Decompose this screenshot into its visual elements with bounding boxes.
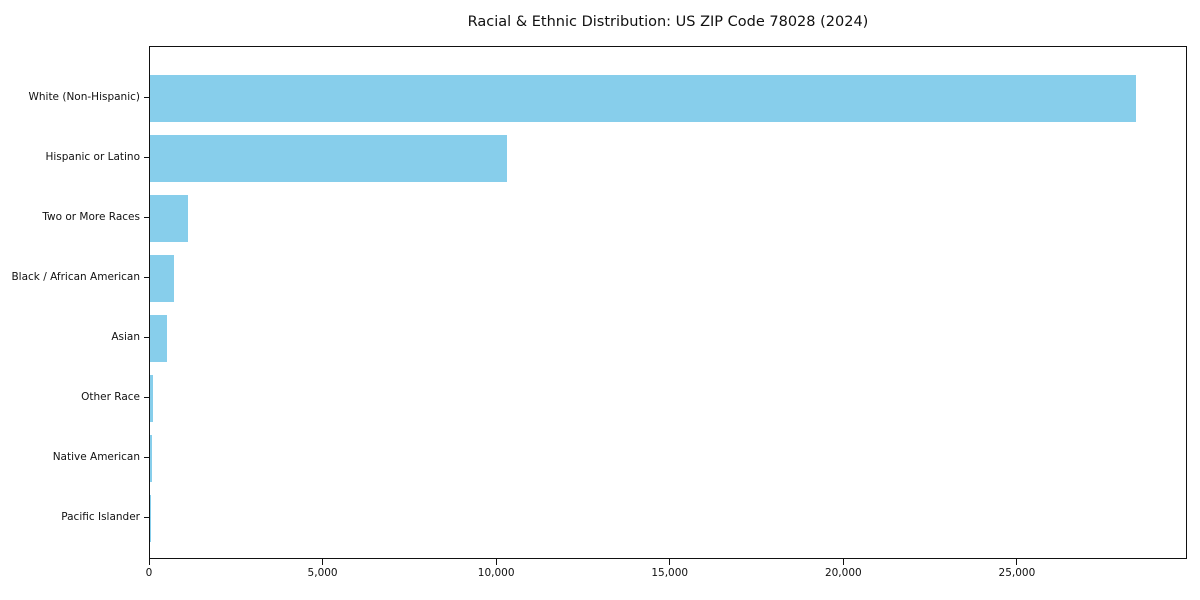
- bar-black-african-american: [150, 254, 175, 302]
- bar-white-non-hispanic: [150, 74, 1137, 122]
- y-tick: [144, 517, 149, 518]
- x-tick-label-10-000: 10,000: [477, 567, 515, 579]
- x-tick-label-15-000: 15,000: [651, 567, 689, 579]
- x-tick: [495, 559, 497, 565]
- x-tick-label-25-000: 25,000: [998, 567, 1036, 579]
- y-tick: [144, 97, 149, 98]
- x-tick: [1016, 559, 1018, 565]
- x-tick-label-20-000: 20,000: [824, 567, 862, 579]
- x-tick: [148, 559, 150, 565]
- y-tick: [144, 337, 149, 338]
- y-tick: [144, 277, 149, 278]
- bars-container: [150, 47, 1186, 558]
- y-tick: [144, 397, 149, 398]
- y-tick-label-white-non-hispanic: White (Non-Hispanic): [28, 91, 140, 103]
- y-tick: [144, 457, 149, 458]
- y-tick-label-hispanic-or-latino: Hispanic or Latino: [45, 151, 140, 163]
- x-tick: [669, 559, 671, 565]
- y-tick-label-native-american: Native American: [52, 451, 140, 463]
- y-tick: [144, 217, 149, 218]
- bar-other-race: [150, 374, 154, 422]
- y-tick-label-pacific-islander: Pacific Islander: [61, 511, 140, 523]
- x-tick: [322, 559, 324, 565]
- y-tick: [144, 157, 149, 158]
- x-tick: [842, 559, 844, 565]
- y-tick-label-two-or-more-races: Two or More Races: [42, 211, 140, 223]
- bar-asian: [150, 314, 168, 362]
- bar-hispanic-or-latino: [150, 134, 508, 182]
- x-tick-label-0: 0: [145, 567, 153, 579]
- bar-native-american: [150, 434, 152, 482]
- y-tick-label-other-race: Other Race: [81, 391, 140, 403]
- chart-title: Racial & Ethnic Distribution: US ZIP Cod…: [467, 14, 869, 30]
- y-tick-label-asian: Asian: [111, 331, 140, 343]
- bar-two-or-more-races: [150, 194, 189, 242]
- x-tick-label-5-000: 5,000: [307, 567, 338, 579]
- plot-area: [149, 46, 1187, 559]
- y-axis-labels: White (Non-Hispanic) Hispanic or Latino Tw…: [0, 46, 140, 559]
- y-tick-label-black-african-american: Black / African American: [11, 271, 140, 283]
